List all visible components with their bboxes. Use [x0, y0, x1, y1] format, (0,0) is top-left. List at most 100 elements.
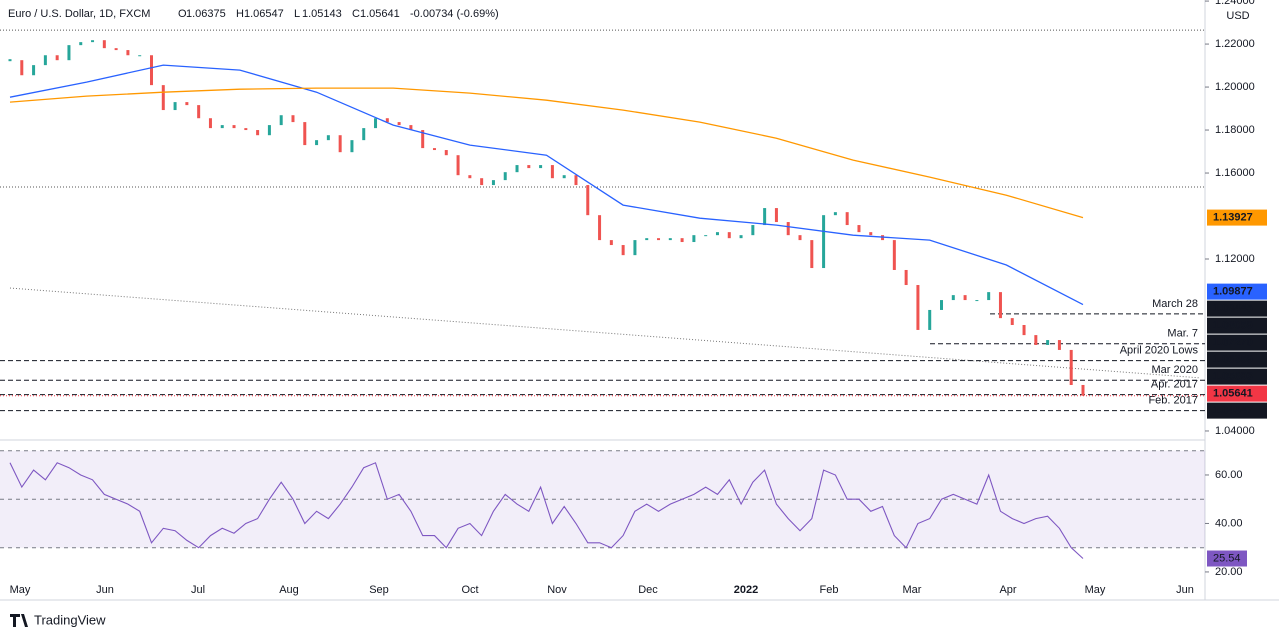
- header-text: 1.06547: [244, 8, 284, 20]
- header-text: H: [236, 8, 244, 20]
- candle: [208, 118, 212, 129]
- currency: USD: [1226, 10, 1249, 22]
- x-tick-label: May: [10, 584, 31, 596]
- candle: [668, 238, 672, 241]
- candle: [8, 59, 12, 62]
- candle: [126, 50, 130, 56]
- candle: [456, 155, 460, 176]
- candle: [444, 150, 448, 156]
- candle: [550, 165, 554, 179]
- y-tick-label: 1.22000: [1215, 38, 1255, 50]
- candle: [338, 135, 342, 153]
- candle: [267, 125, 271, 136]
- price-tag: [1207, 317, 1267, 334]
- x-tick-label: Jun: [96, 584, 114, 596]
- candle: [892, 240, 896, 270]
- price-tag-label: 1.05641: [1213, 388, 1253, 400]
- y-tick-label: 1.04000: [1215, 425, 1255, 437]
- candle: [527, 165, 531, 169]
- candle: [645, 238, 649, 241]
- level-label: March 28: [1152, 298, 1198, 310]
- price-tag: [1207, 300, 1267, 317]
- brand-logo: [10, 614, 28, 627]
- candle: [350, 140, 354, 153]
- candle: [503, 172, 507, 181]
- price-tag-label: 1.07270: [1213, 337, 1253, 349]
- price-tag: [1207, 334, 1267, 351]
- candle: [539, 165, 543, 169]
- candle: [315, 140, 319, 146]
- price-tag-label: 1.06359: [1213, 354, 1253, 366]
- header-text: 1.06375: [186, 8, 226, 20]
- candle: [256, 130, 260, 136]
- candle: [763, 208, 767, 226]
- candle: [480, 178, 484, 186]
- candle: [963, 295, 967, 301]
- candle: [32, 65, 36, 76]
- level-label: Mar 2020: [1152, 364, 1198, 376]
- x-tick-label: Mar: [903, 584, 922, 596]
- candle: [468, 175, 472, 179]
- candle: [232, 125, 236, 129]
- candle: [940, 300, 944, 310]
- candle: [657, 238, 661, 241]
- candle: [1046, 340, 1050, 345]
- y-tick-label: 1.12000: [1215, 253, 1255, 265]
- candle: [727, 232, 731, 239]
- candle: [975, 300, 979, 302]
- price-tag-label: 1.05693: [1213, 371, 1253, 383]
- candle: [421, 130, 425, 149]
- x-tick-label: Apr: [999, 584, 1016, 596]
- candle: [562, 175, 566, 179]
- price-tag-label: 1.08059: [1213, 320, 1253, 332]
- y-tick-label: 1.24000: [1215, 0, 1255, 7]
- candle: [704, 235, 708, 237]
- candle: [987, 292, 991, 301]
- rsi-tag: [1207, 550, 1247, 567]
- candle: [621, 245, 625, 256]
- candle: [1069, 349, 1073, 385]
- header-text: -0.00734 (-0.69%): [410, 8, 499, 20]
- rsi-tag-label: 25.54: [1213, 552, 1241, 564]
- candle: [574, 175, 578, 186]
- candle: [715, 232, 719, 236]
- y-tick-label: 40.00: [1215, 517, 1243, 529]
- candle: [432, 148, 436, 151]
- y-tick-label: 1.18000: [1215, 124, 1255, 136]
- candle: [197, 105, 201, 119]
- x-tick-label: May: [1085, 584, 1106, 596]
- candle: [822, 215, 826, 269]
- candle: [55, 55, 59, 61]
- trendline: [9, 287, 1201, 379]
- x-tick-label: Dec: [638, 584, 658, 596]
- x-tick-label: Jul: [191, 584, 205, 596]
- price-tag: [1207, 368, 1267, 385]
- candle: [598, 215, 602, 241]
- candle: [810, 240, 814, 269]
- moving-average: [9, 87, 1084, 219]
- candle: [751, 225, 755, 236]
- candle: [609, 240, 613, 246]
- candle: [114, 48, 118, 51]
- level-label: Apr. 2017: [1151, 378, 1198, 390]
- header-text: 1.05641: [360, 8, 400, 20]
- candle: [91, 40, 95, 43]
- candle: [928, 309, 932, 330]
- x-tick-label: Oct: [461, 584, 478, 596]
- candle: [916, 285, 920, 330]
- price-tag-label: 1.09877: [1213, 286, 1253, 298]
- price-tag-label: 1.04947: [1213, 405, 1253, 417]
- y-tick-label: 60.00: [1215, 469, 1243, 481]
- candle: [409, 125, 413, 131]
- level-label: Mar. 7: [1167, 328, 1198, 340]
- candle: [786, 222, 790, 236]
- candle: [173, 102, 177, 111]
- price-tag: [1207, 209, 1267, 226]
- candle: [869, 232, 873, 236]
- level-label: Feb. 2017: [1148, 395, 1198, 407]
- candle: [385, 118, 389, 123]
- header-text: L: [294, 8, 300, 20]
